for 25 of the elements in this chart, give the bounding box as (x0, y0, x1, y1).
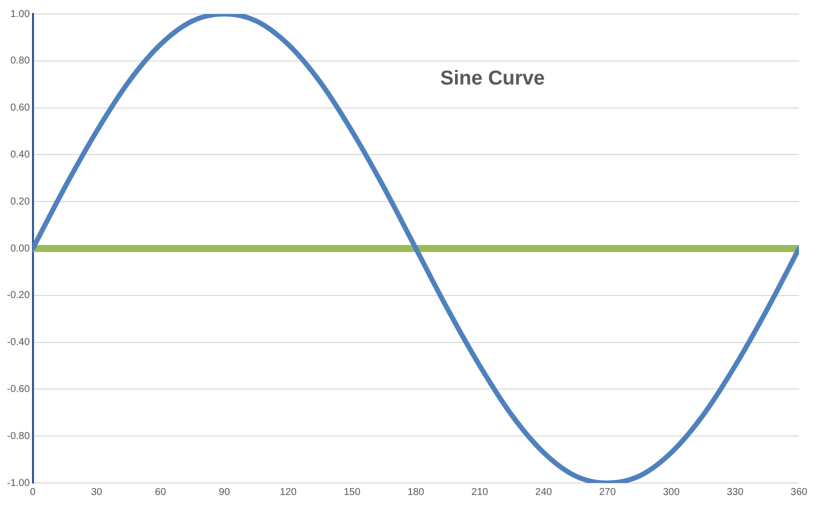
x-tick-label: 60 (154, 486, 166, 498)
y-tick-label: -0.60 (6, 384, 30, 395)
y-tick-label: 0.40 (10, 149, 30, 160)
x-tick-label: 270 (599, 486, 616, 498)
y-tick-label: 0.80 (10, 56, 30, 67)
x-tick-label: 210 (471, 486, 489, 498)
x-tick-label: 0 (30, 486, 36, 498)
y-tick-label: -0.20 (6, 290, 30, 302)
x-tick-label: 360 (790, 486, 808, 498)
x-tick-label: 300 (662, 486, 680, 498)
x-tick-label: 30 (91, 486, 103, 498)
y-tick-label: -0.80 (6, 430, 30, 442)
y-tick-label: 0.60 (10, 102, 30, 114)
x-tick-label: 90 (218, 486, 230, 498)
x-tick-label: 150 (344, 486, 361, 498)
y-tick-label: -1.00 (6, 478, 30, 489)
y-tick-label: 0.00 (10, 243, 30, 254)
x-tick-label: 120 (280, 486, 297, 498)
x-tick-label: 180 (408, 486, 425, 498)
y-tick-label: 0.20 (10, 196, 30, 208)
y-tick-label: 1.00 (10, 8, 30, 20)
x-tick-label: 240 (535, 486, 552, 498)
x-tick-label: 330 (726, 486, 744, 498)
text: Sine Curve (440, 68, 545, 90)
y-tick-label: -0.40 (6, 337, 30, 348)
